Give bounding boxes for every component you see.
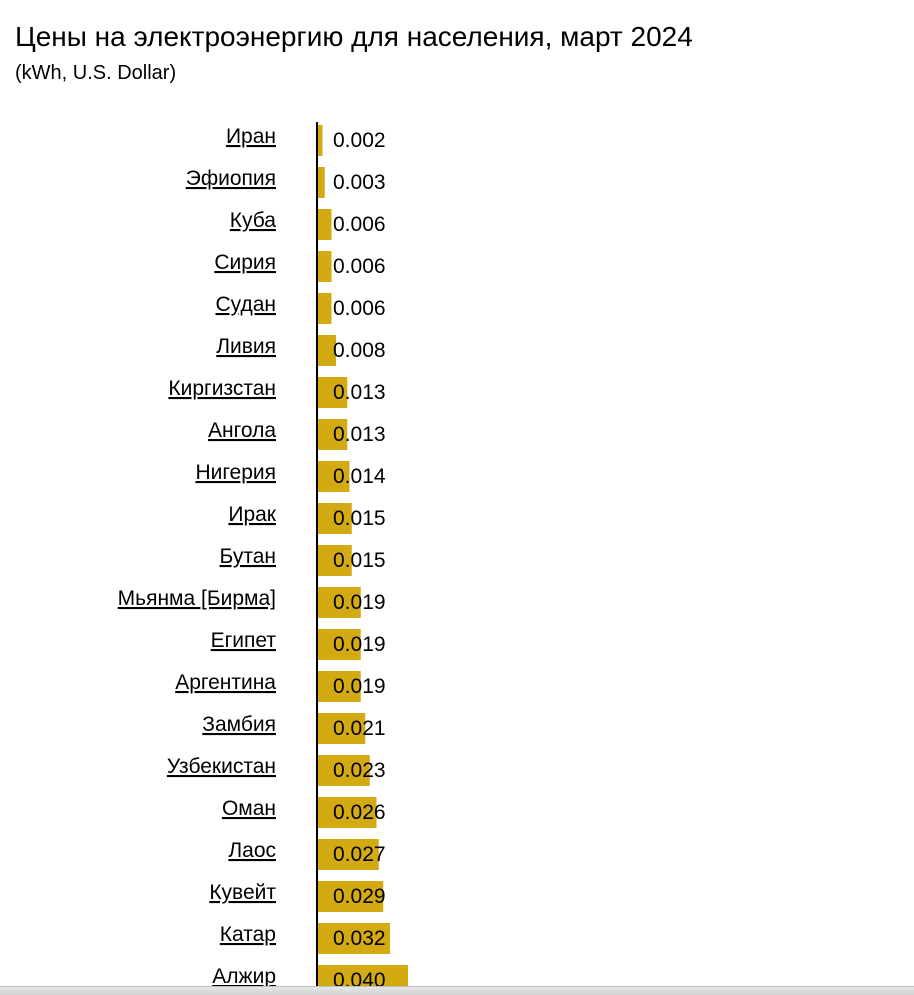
bar-2[interactable] [318,167,325,198]
category-label-9[interactable]: Нигерия [195,461,276,484]
bar-20[interactable] [318,923,390,954]
value-label-14: 0.019 [333,675,386,698]
category-label-7[interactable]: Киргизстан [168,377,276,400]
category-label-6[interactable]: Ливия [216,335,276,358]
bar-12[interactable] [318,587,361,618]
bar-14[interactable] [318,671,361,702]
category-label-13[interactable]: Египет [211,629,277,652]
category-label-16[interactable]: Узбекистан [167,755,276,778]
value-label-3: 0.006 [333,213,386,236]
bar-11[interactable] [318,545,352,576]
category-label-19[interactable]: Кувейт [209,881,276,904]
value-label-19: 0.029 [333,885,386,908]
bar-4[interactable] [318,251,332,282]
value-label-9: 0.014 [333,465,386,488]
category-label-3[interactable]: Куба [230,209,277,232]
chart-title: Цены на электроэнергию для населения, ма… [15,21,693,52]
value-label-16: 0.023 [333,759,386,782]
category-label-8[interactable]: Ангола [208,419,276,442]
value-label-4: 0.006 [333,255,386,278]
value-label-13: 0.019 [333,633,386,656]
bar-17[interactable] [318,797,377,828]
value-label-5: 0.006 [333,297,386,320]
bars-group [318,125,408,994]
bar-6[interactable] [318,335,336,366]
chart-subtitle: (kWh, U.S. Dollar) [15,62,177,84]
value-label-1: 0.002 [333,129,386,152]
value-label-11: 0.015 [333,549,386,572]
category-label-5[interactable]: Судан [216,293,277,316]
value-label-18: 0.027 [333,843,386,866]
category-label-20[interactable]: Катар [220,923,276,946]
category-label-4[interactable]: Сирия [214,251,276,274]
category-labels-group: Иран Эфиопия Куба Сирия Судан Ливия Киргизстан… [118,125,277,988]
value-label-15: 0.021 [333,717,386,740]
value-label-6: 0.008 [333,339,386,362]
value-label-8: 0.013 [333,423,386,446]
value-label-17: 0.026 [333,801,386,824]
category-label-18[interactable]: Лаос [228,839,276,862]
category-label-10[interactable]: Ирак [228,503,276,526]
bar-1[interactable] [318,125,323,156]
bar-16[interactable] [318,755,370,786]
value-label-10: 0.015 [333,507,386,530]
category-label-14[interactable]: Аргентина [175,671,276,694]
category-label-12[interactable]: Мьянма [Бирма] [118,587,276,610]
window-bottom-edge [0,986,914,995]
bar-19[interactable] [318,881,384,912]
bar-13[interactable] [318,629,361,660]
category-label-15[interactable]: Замбия [202,713,276,736]
bar-3[interactable] [318,209,332,240]
value-labels-group: 0.002 0.003 0.006 0.006 0.006 0.008 0.013 0.013… [333,129,386,992]
value-label-12: 0.019 [333,591,386,614]
bar-8[interactable] [318,419,348,450]
category-label-2[interactable]: Эфиопия [186,167,276,190]
value-label-2: 0.003 [333,171,386,194]
category-label-17[interactable]: Оман [222,797,276,820]
value-label-7: 0.013 [333,381,386,404]
bar-5[interactable] [318,293,332,324]
category-label-1[interactable]: Иран [226,125,276,148]
bar-15[interactable] [318,713,366,744]
value-label-20: 0.032 [333,927,386,950]
bar-9[interactable] [318,461,350,492]
bar-18[interactable] [318,839,379,870]
bar-7[interactable] [318,377,348,408]
bar-10[interactable] [318,503,352,534]
category-label-11[interactable]: Бутан [220,545,276,568]
category-label-21[interactable]: Алжир [212,965,276,988]
